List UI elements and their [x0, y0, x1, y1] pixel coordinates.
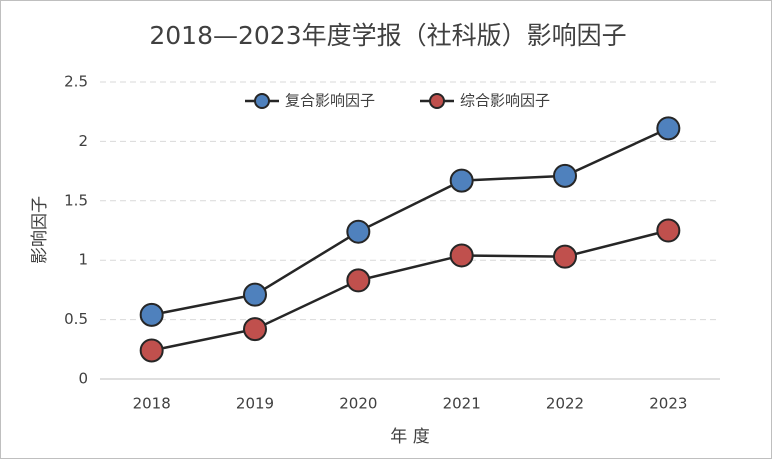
data-point — [139, 338, 164, 363]
y-tick-label: 2.5 — [64, 73, 88, 91]
x-tick-label: 2018 — [133, 395, 171, 413]
y-tick-label: 1.5 — [64, 191, 88, 209]
data-point — [346, 219, 371, 244]
data-point — [346, 268, 371, 293]
chart-border — [0, 0, 772, 459]
data-point — [139, 302, 164, 327]
x-tick-label: 2023 — [649, 395, 687, 413]
legend-marker — [429, 93, 445, 109]
y-axis-label: 影响因子 — [30, 196, 50, 264]
y-tick-label: 2 — [78, 132, 88, 150]
data-point — [449, 168, 474, 193]
legend-marker — [254, 93, 270, 109]
x-tick-label: 2021 — [443, 395, 481, 413]
series-line — [151, 127, 669, 317]
x-tick-label: 2022 — [546, 395, 584, 413]
data-point — [656, 218, 681, 243]
data-point — [243, 317, 267, 342]
y-tick-label: 0.5 — [64, 310, 88, 328]
x-tick-label: 2020 — [339, 395, 377, 413]
y-tick-label: 0 — [78, 370, 88, 388]
data-point — [243, 282, 267, 307]
data-point — [656, 116, 681, 141]
data-point — [449, 243, 474, 268]
data-point — [553, 244, 577, 269]
y-tick-label: 1 — [78, 251, 88, 269]
chart-title: 2018—2023年度学报（社科版）影响因子 — [149, 21, 626, 50]
series-line — [151, 229, 669, 352]
data-point — [553, 163, 577, 188]
legend-label: 复合影响因子 — [285, 92, 375, 110]
legend-label: 综合影响因子 — [460, 92, 550, 110]
x-axis-label: 年 度 — [390, 427, 429, 447]
x-tick-label: 2019 — [236, 395, 274, 413]
